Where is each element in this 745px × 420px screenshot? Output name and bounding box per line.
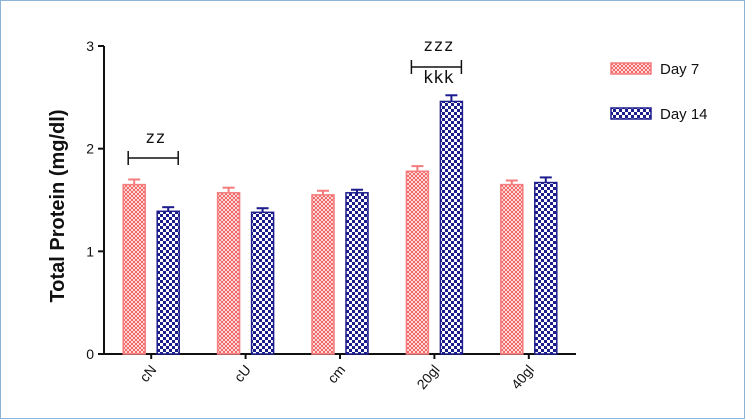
x-tick-label: cN <box>136 362 159 385</box>
y-axis-label: Total Protein (mg/dl) <box>47 110 69 303</box>
x-tick-label: 40gl <box>508 362 537 393</box>
y-tick-label: 3 <box>86 38 94 54</box>
bar <box>534 181 558 355</box>
bar <box>122 183 146 355</box>
legend-label: Day 7 <box>660 61 699 78</box>
significance-label: zz <box>145 128 165 148</box>
bar <box>405 170 430 355</box>
significance-label: kkk <box>423 68 454 88</box>
x-tick-label: 20gl <box>413 362 442 393</box>
x-tick-label: cm <box>324 362 348 387</box>
bar <box>156 210 180 355</box>
y-tick-label: 0 <box>86 346 94 362</box>
legend: Day 7 Day 14 <box>610 61 708 123</box>
bars-group <box>122 94 558 355</box>
bar <box>345 192 369 355</box>
x-tick-label: cU <box>231 362 254 385</box>
legend-label: Day 14 <box>660 106 708 123</box>
bar <box>250 211 275 355</box>
y-tick-label: 1 <box>86 243 94 259</box>
legend-swatch <box>610 62 652 75</box>
bar <box>439 100 464 355</box>
significance-label: zzz <box>423 36 454 56</box>
y-tick-label: 2 <box>86 141 94 157</box>
bar <box>216 192 241 355</box>
bar <box>311 194 335 355</box>
legend-swatch <box>610 107 652 120</box>
bar <box>500 183 524 355</box>
